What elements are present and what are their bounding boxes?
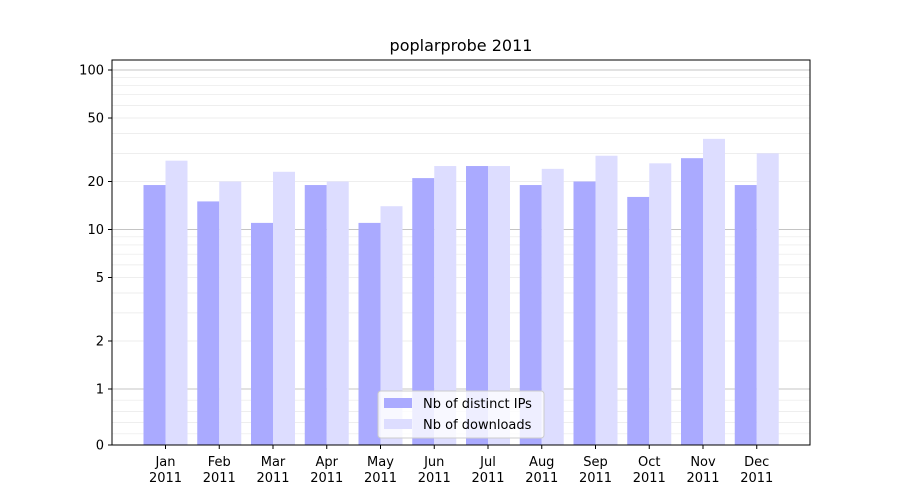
bar-downloads-9 — [649, 163, 672, 445]
x-tick-label-year: 2011 — [149, 471, 182, 486]
bar-distinct-ips-2 — [251, 222, 273, 445]
bar-downloads-3 — [326, 181, 349, 445]
x-tick-label-month: Aug — [529, 455, 554, 470]
bar-distinct-ips-0 — [143, 185, 166, 445]
x-tick-label-year: 2011 — [579, 471, 612, 486]
bar-distinct-ips-3 — [304, 185, 327, 445]
bar-distinct-ips-11 — [734, 185, 757, 445]
bar-distinct-ips-10 — [681, 158, 703, 446]
bar-downloads-10 — [703, 138, 725, 445]
plot-frame — [111, 59, 811, 446]
chart-title: poplarprobe 2011 — [390, 36, 533, 55]
x-tick-label-year: 2011 — [418, 471, 451, 486]
bar-downloads-2 — [273, 171, 295, 445]
x-tick-label-month: Oct — [638, 455, 660, 470]
y-tick-label: 100 — [79, 64, 104, 79]
bar-downloads-11 — [756, 153, 779, 445]
x-tick-label-month: May — [367, 455, 394, 470]
x-tick-label-year: 2011 — [310, 471, 343, 486]
x-tick-label-month: Feb — [208, 455, 231, 470]
x-tick-label-month: Dec — [744, 455, 769, 470]
legend-label: Nb of distinct IPs — [423, 397, 532, 412]
legend: Nb of distinct IPs Nb of downloads — [377, 390, 545, 439]
y-tick-label: 1 — [96, 383, 104, 398]
x-tick-label-month: Sep — [583, 455, 608, 470]
x-tick-label-month: Mar — [261, 455, 286, 470]
legend-label: Nb of downloads — [423, 418, 532, 433]
x-tick-label-month: Jan — [154, 455, 175, 470]
legend-box — [377, 390, 545, 439]
bar-downloads-0 — [165, 160, 188, 445]
bars — [143, 138, 779, 446]
x-axis: Jan2011Feb2011Mar2011Apr2011May2011Jun20… — [149, 445, 773, 486]
x-tick-label-year: 2011 — [364, 471, 397, 486]
y-tick-label: 5 — [96, 271, 104, 286]
bar-downloads-7 — [541, 168, 564, 445]
legend-swatch — [384, 398, 412, 408]
y-tick-label: 2 — [96, 334, 104, 349]
x-tick-label-year: 2011 — [256, 471, 289, 486]
bar-distinct-ips-1 — [197, 201, 220, 445]
bar-distinct-ips-9 — [627, 196, 650, 445]
bar-downloads-4 — [380, 206, 403, 445]
y-axis: 0 1 2 5 10 20 50 100 — [79, 64, 112, 454]
bar-distinct-ips-5 — [412, 178, 435, 445]
x-tick-label-year: 2011 — [525, 471, 558, 486]
bar-downloads-5 — [434, 166, 457, 445]
bar-distinct-ips-6 — [466, 166, 488, 445]
y-tick-label: 10 — [87, 223, 104, 238]
x-tick-label-year: 2011 — [471, 471, 504, 486]
y-tick-label: 50 — [87, 112, 104, 127]
bar-downloads-1 — [219, 181, 242, 445]
x-tick-label-year: 2011 — [740, 471, 773, 486]
x-tick-label-year: 2011 — [633, 471, 666, 486]
y-tick-label: 0 — [96, 439, 104, 454]
bar-downloads-6 — [488, 166, 510, 445]
x-tick-label-month: Jun — [423, 455, 444, 470]
bar-distinct-ips-4 — [358, 222, 381, 445]
x-tick-label-year: 2011 — [203, 471, 236, 486]
y-tick-label: 20 — [87, 175, 104, 190]
bar-downloads-8 — [595, 155, 618, 446]
bar-distinct-ips-7 — [519, 185, 542, 445]
bar-distinct-ips-8 — [573, 181, 596, 445]
x-tick-label-month: Nov — [690, 455, 716, 470]
legend-swatch — [384, 419, 412, 429]
x-tick-label-year: 2011 — [686, 471, 719, 486]
x-tick-label-month: Apr — [316, 455, 339, 470]
x-tick-label-month: Jul — [479, 455, 496, 470]
